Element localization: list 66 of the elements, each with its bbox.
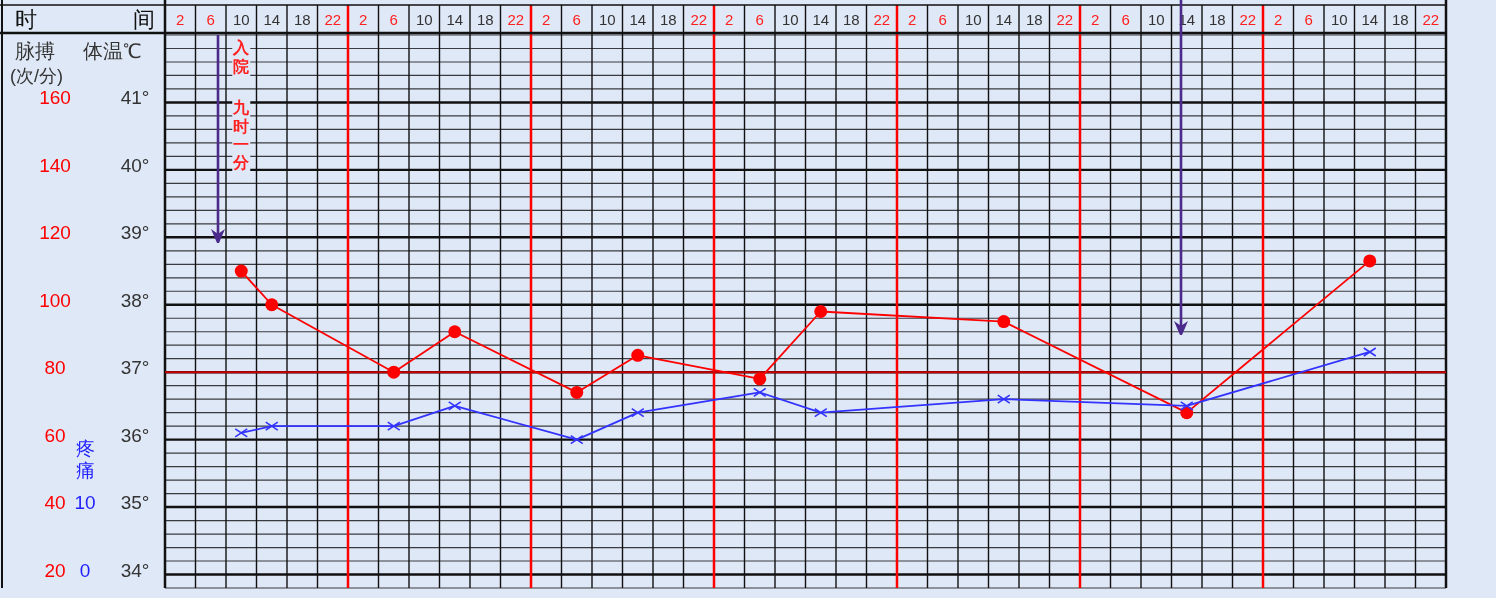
y2-tick-label: 40 (44, 492, 66, 514)
x-tick-label: 6 (572, 11, 581, 28)
y2-tick-label: 60 (44, 424, 66, 446)
x-tick-label: 22 (873, 11, 891, 28)
x-tick-label: 18 (842, 11, 860, 28)
x-tick-label: 6 (938, 11, 947, 28)
x-tick-label: 18 (659, 11, 677, 28)
x-tick-label: 2 (1274, 11, 1283, 28)
x-tick-label: 2 (176, 11, 185, 28)
y-tick-label: 39° (120, 222, 150, 244)
y2-tick-label: 100 (39, 289, 71, 311)
y-tick-label: 36° (120, 424, 150, 446)
y2-tick-label: 140 (39, 154, 71, 176)
y3-axis-title: 疼痛 (75, 438, 95, 481)
x-tick-label: 14 (812, 11, 830, 28)
x-tick-label: 10 (415, 11, 433, 28)
x-tick-label: 18 (1208, 11, 1226, 28)
y-tick-label: 38° (120, 289, 150, 311)
x-tick-label: 18 (476, 11, 494, 28)
y3-tick-label: 10 (74, 492, 96, 514)
y3-tick-label: 0 (79, 559, 91, 581)
x-tick-label: 14 (446, 11, 464, 28)
y-tick-label: 41° (120, 87, 150, 109)
x-tick-label: 2 (1091, 11, 1100, 28)
x-tick-label: 14 (995, 11, 1013, 28)
x-tick-label: 10 (598, 11, 616, 28)
x-tick-label: 18 (293, 11, 311, 28)
y-axis-title: 体温℃ (83, 40, 141, 62)
y2-tick-label: 80 (44, 357, 66, 379)
x-axis-title: 时间 (15, 7, 155, 32)
x-tick-label: 18 (1391, 11, 1409, 28)
x-tick-label: 10 (232, 11, 250, 28)
x-tick-label: 22 (324, 11, 342, 28)
x-tick-label: 10 (964, 11, 982, 28)
y-tick-label: 34° (120, 559, 150, 581)
y2-tick-label: 120 (39, 222, 71, 244)
x-tick-label: 6 (389, 11, 398, 28)
x-tick-label: 2 (908, 11, 917, 28)
y-tick-label: 40° (120, 154, 150, 176)
x-tick-label: 14 (263, 11, 281, 28)
x-tick-label: 14 (1361, 11, 1379, 28)
x-tick-label: 22 (690, 11, 708, 28)
x-tick-label: 10 (1147, 11, 1165, 28)
x-tick-label: 22 (1056, 11, 1074, 28)
x-tick-label: 6 (206, 11, 215, 28)
x-tick-label: 2 (725, 11, 734, 28)
x-tick-label: 2 (359, 11, 368, 28)
x-tick-label: 2 (542, 11, 551, 28)
y2-axis-title: 脉搏 (15, 40, 55, 62)
annotation: 九时一分 (232, 99, 251, 172)
y-tick-label: 35° (120, 492, 150, 514)
x-tick-label: 10 (1330, 11, 1348, 28)
x-tick-label: 18 (1025, 11, 1043, 28)
y2-tick-label: 160 (39, 87, 71, 109)
x-tick-label: 22 (1239, 11, 1257, 28)
x-tick-label: 22 (1422, 11, 1440, 28)
x-tick-label: 22 (507, 11, 525, 28)
x-tick-label: 6 (1304, 11, 1313, 28)
y2-tick-label: 20 (44, 559, 66, 581)
x-tick-label: 14 (629, 11, 647, 28)
x-tick-label: 6 (1121, 11, 1130, 28)
text: (次/分) (10, 66, 63, 86)
x-tick-label: 6 (755, 11, 764, 28)
x-tick-label: 10 (781, 11, 799, 28)
y-tick-label: 37° (120, 357, 150, 379)
annotation: 入院 (232, 39, 251, 75)
